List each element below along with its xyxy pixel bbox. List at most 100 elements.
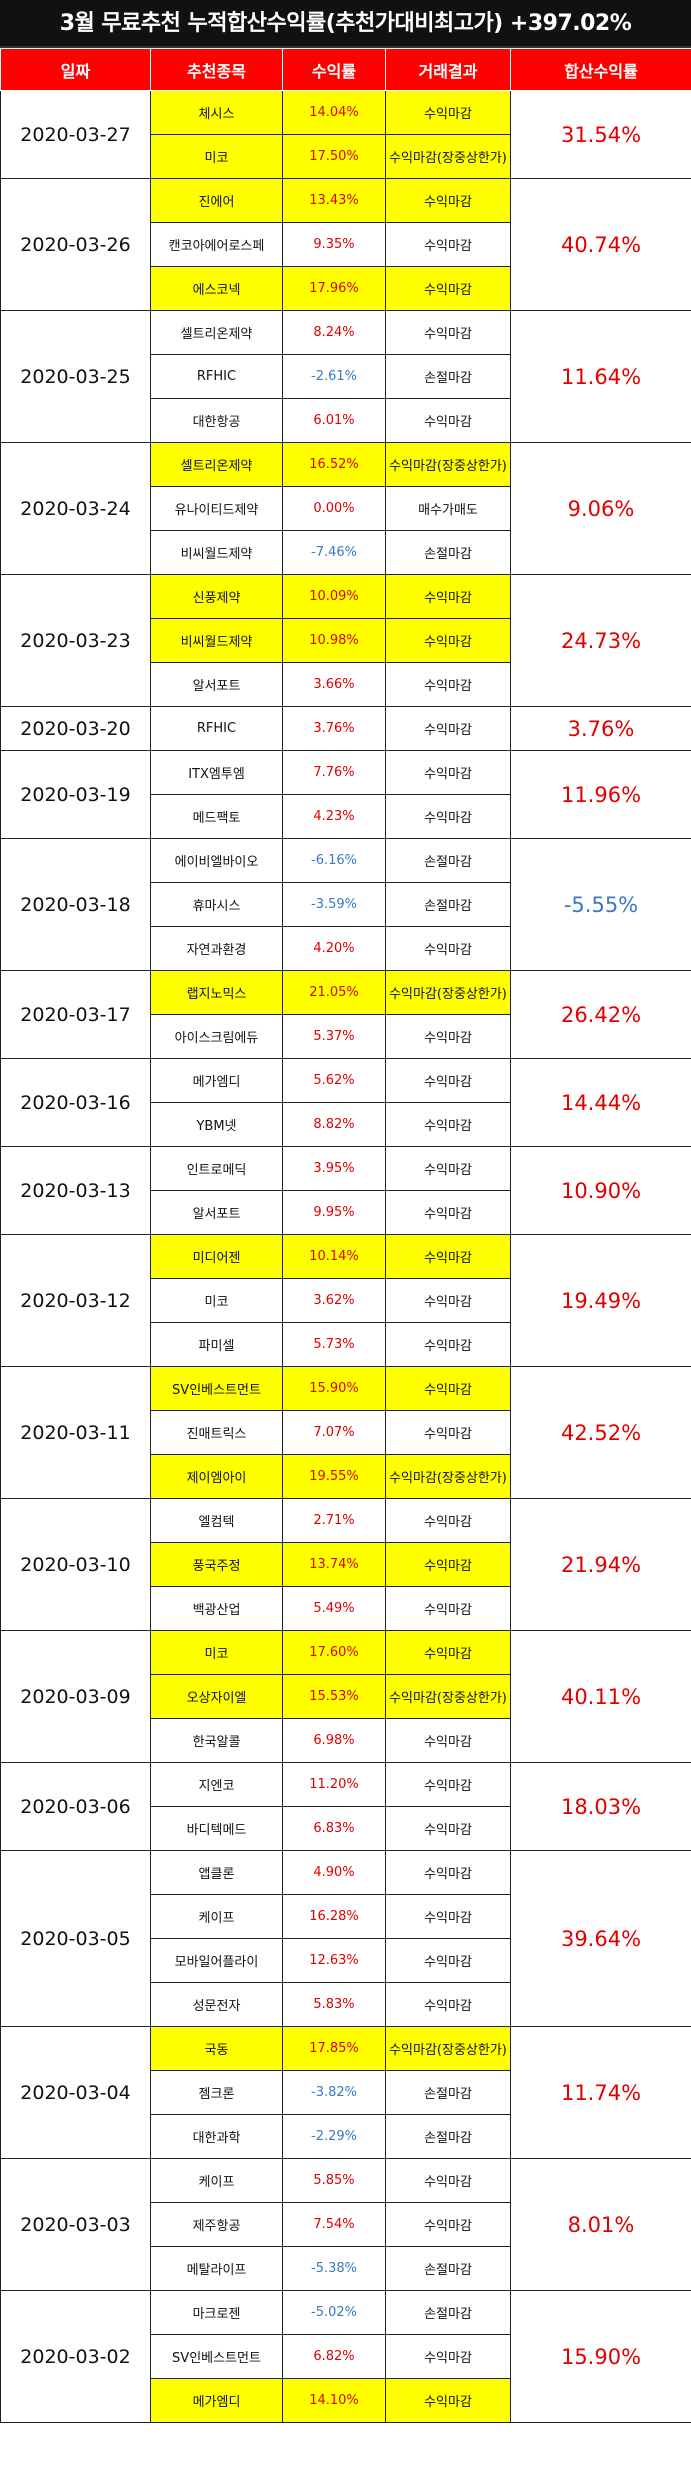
row-date: 2020-03-12 xyxy=(0,1234,151,1367)
return-value: 15.90% xyxy=(282,1366,386,1411)
return-value: 7.76% xyxy=(282,750,386,795)
stock-name: 비씨월드제약 xyxy=(150,618,283,663)
table-row: 2020-03-16 메가엠디 5.62% 수익마감 14.44% xyxy=(0,1058,691,1147)
row-date: 2020-03-10 xyxy=(0,1498,151,1631)
table-row: 2020-03-02 마크로젠 -5.02% 손절마감 15.90% xyxy=(0,2290,691,2423)
return-value: 10.98% xyxy=(282,618,386,663)
stock-name: 엘컴텍 xyxy=(150,1498,283,1543)
table-row: 2020-03-03 케이프 5.85% 수익마감 8.01% xyxy=(0,2158,691,2291)
row-date: 2020-03-24 xyxy=(0,442,151,575)
table-row: 휴마시스 -3.59% 손절마감 xyxy=(1,882,691,927)
stock-name: 백광산업 xyxy=(150,1586,283,1631)
table-row: 젬크론 -3.82% 손절마감 xyxy=(1,2070,691,2115)
trade-result: 수익마감 xyxy=(385,1542,511,1587)
return-value: 9.95% xyxy=(282,1190,386,1235)
trade-result: 수익마감(장중상한가) xyxy=(385,442,511,487)
table-row: 대한항공 6.01% 수익마감 xyxy=(1,398,691,443)
trade-result: 수익마감 xyxy=(385,1058,511,1103)
return-value: -2.61% xyxy=(282,354,386,399)
return-value: 12.63% xyxy=(282,1938,386,1983)
trade-result: 수익마감 xyxy=(385,1894,511,1939)
return-value: 21.05% xyxy=(282,970,386,1015)
trade-result: 손절마감 xyxy=(385,354,511,399)
table-row: 메가엠디 14.10% 수익마감 xyxy=(1,2378,691,2423)
group-total: -5.55% xyxy=(510,838,691,971)
trade-result: 수익마감 xyxy=(385,178,511,223)
stock-name: 제주항공 xyxy=(150,2202,283,2247)
trade-result: 수익마감 xyxy=(385,1850,511,1895)
stock-name: 모바일어플라이 xyxy=(150,1938,283,1983)
return-value: -5.38% xyxy=(282,2246,386,2291)
trade-result: 수익마감 xyxy=(385,1014,511,1059)
stock-name: 유나이티드제약 xyxy=(150,486,283,531)
trade-result: 수익마감(장중상한가) xyxy=(385,970,511,1015)
trade-result: 손절마감 xyxy=(385,2246,511,2291)
stock-name: 체시스 xyxy=(150,90,283,135)
stock-name: 알서포트 xyxy=(150,1190,283,1235)
table-row: 2020-03-25 셀트리온제약 8.24% 수익마감 11.64% xyxy=(0,310,691,443)
group-total: 11.74% xyxy=(510,2026,691,2159)
group-total: 24.73% xyxy=(510,574,691,707)
group-total: 39.64% xyxy=(510,1850,691,2027)
return-value: 6.98% xyxy=(282,1718,386,1763)
group-total: 11.96% xyxy=(510,750,691,839)
table-row: 2020-03-05 앱클론 4.90% 수익마감 39.64% xyxy=(0,1850,691,2027)
stock-name: 비씨월드제약 xyxy=(150,530,283,575)
return-value: 6.01% xyxy=(282,398,386,443)
stock-name: ITX엠투엠 xyxy=(150,750,283,795)
header-result: 거래결과 xyxy=(385,48,511,91)
return-value: 3.66% xyxy=(282,662,386,707)
group-total: 31.54% xyxy=(510,90,691,179)
trade-result: 수익마감 xyxy=(385,310,511,355)
table-row: SV인베스트먼트 6.82% 수익마감 xyxy=(1,2334,691,2379)
stock-name: 캔코아에어로스페 xyxy=(150,222,283,267)
stock-name: 휴마시스 xyxy=(150,882,283,927)
trade-result: 수익마감 xyxy=(385,398,511,443)
returns-table: 일짜 추천종목 수익률 거래결과 합산수익률 2020-03-27 체시스 14.0… xyxy=(0,48,691,2423)
stock-name: 메드팩토 xyxy=(150,794,283,839)
header-total: 합산수익률 xyxy=(510,48,691,91)
table-row: 2020-03-20 RFHIC 3.76% 수익마감 3.76% xyxy=(0,706,691,751)
table-row: 파미셀 5.73% 수익마감 xyxy=(1,1322,691,1367)
return-value: -2.29% xyxy=(282,2114,386,2159)
trade-result: 수익마감 xyxy=(385,1498,511,1543)
stock-name: 진에어 xyxy=(150,178,283,223)
return-value: 5.49% xyxy=(282,1586,386,1631)
table-row: 모바일어플라이 12.63% 수익마감 xyxy=(1,1938,691,1983)
return-value: 3.95% xyxy=(282,1146,386,1191)
group-total: 40.74% xyxy=(510,178,691,311)
row-date: 2020-03-04 xyxy=(0,2026,151,2159)
stock-name: 랩지노믹스 xyxy=(150,970,283,1015)
return-value: 13.74% xyxy=(282,1542,386,1587)
stock-name: 알서포트 xyxy=(150,662,283,707)
trade-result: 수익마감 xyxy=(385,1630,511,1675)
return-value: 6.83% xyxy=(282,1806,386,1851)
stock-name: 신풍제약 xyxy=(150,574,283,619)
stock-name: 셀트리온제약 xyxy=(150,442,283,487)
row-date: 2020-03-06 xyxy=(0,1762,151,1851)
return-value: 11.20% xyxy=(282,1762,386,1807)
table-row: 비씨월드제약 -7.46% 손절마감 xyxy=(1,530,691,575)
group-total: 14.44% xyxy=(510,1058,691,1147)
return-value: 16.52% xyxy=(282,442,386,487)
row-date: 2020-03-17 xyxy=(0,970,151,1059)
stock-name: 대한항공 xyxy=(150,398,283,443)
stock-name: 제이엠아이 xyxy=(150,1454,283,1499)
stock-name: 미코 xyxy=(150,1278,283,1323)
trade-result: 손절마감 xyxy=(385,530,511,575)
trade-result: 수익마감 xyxy=(385,1982,511,2027)
stock-name: 미디어젠 xyxy=(150,1234,283,1279)
trade-result: 수익마감 xyxy=(385,1102,511,1147)
row-date: 2020-03-25 xyxy=(0,310,151,443)
row-date: 2020-03-03 xyxy=(0,2158,151,2291)
table-row: 케이프 16.28% 수익마감 xyxy=(1,1894,691,1939)
row-date: 2020-03-09 xyxy=(0,1630,151,1763)
group-total: 21.94% xyxy=(510,1498,691,1631)
return-value: 17.50% xyxy=(282,134,386,179)
table-row: 2020-03-10 엘컴텍 2.71% 수익마감 21.94% xyxy=(0,1498,691,1631)
table-row: 미코 17.50% 수익마감(장중상한가) xyxy=(1,134,691,179)
stock-name: 아이스크림에듀 xyxy=(150,1014,283,1059)
table-row: 2020-03-17 랩지노믹스 21.05% 수익마감(장중상한가) 26.42% xyxy=(0,970,691,1059)
trade-result: 수익마감 xyxy=(385,2378,511,2423)
table-row: 아이스크림에듀 5.37% 수익마감 xyxy=(1,1014,691,1059)
